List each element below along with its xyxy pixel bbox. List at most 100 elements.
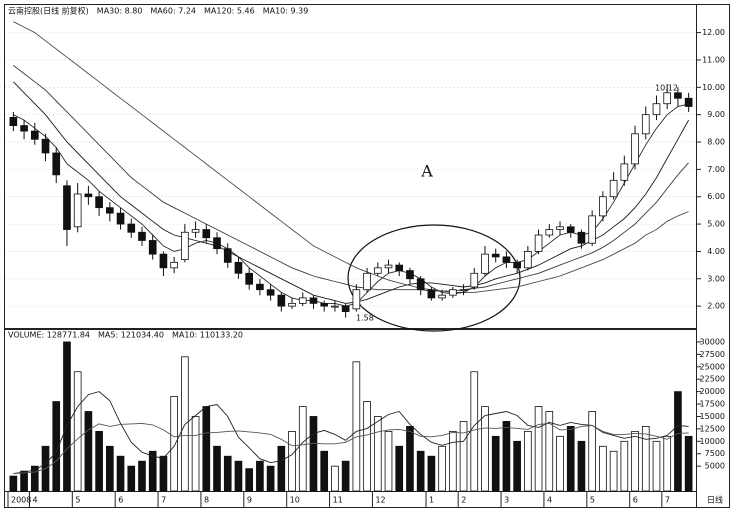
y-tick-label: 7.00	[707, 165, 725, 174]
volume-bar	[641, 426, 650, 492]
candle-body	[9, 117, 18, 127]
volume-bar	[159, 455, 168, 492]
volume-bar	[481, 406, 489, 492]
x-tick-label: 8	[204, 496, 209, 505]
candle-body	[448, 289, 457, 296]
x-tick-label: 3	[504, 496, 509, 505]
ma-line	[13, 103, 689, 307]
annotation-a: A	[420, 162, 433, 181]
ma-line	[13, 81, 689, 304]
candle-body	[320, 302, 329, 307]
y-tick-label: 11.00	[702, 55, 725, 64]
ma-line	[13, 391, 689, 475]
volume-bar	[363, 401, 371, 492]
candle-body	[116, 212, 125, 225]
volume-bar	[309, 416, 318, 492]
candle-body	[406, 270, 414, 280]
x-tick-label: 4	[547, 496, 552, 505]
candle-body	[674, 92, 682, 99]
volume-bar	[352, 361, 361, 492]
candle-body	[181, 231, 189, 261]
volume-bar	[534, 406, 543, 492]
candle-body	[95, 196, 103, 209]
candle-body	[513, 261, 521, 269]
x-end-label: 日线	[707, 495, 723, 505]
candle-body	[277, 294, 286, 307]
candle-body	[20, 125, 28, 132]
candle-body	[599, 196, 607, 217]
volume-bar	[406, 426, 414, 492]
volume-bar	[427, 455, 436, 492]
candle-body	[84, 193, 93, 198]
volume-bar	[245, 468, 254, 492]
price-header: 云南控股(日线 前复权) MA30: 8.80 MA60: 7.24 MA120: 5…	[8, 6, 308, 16]
volume-bar	[256, 460, 264, 492]
x-tick-label: 7	[161, 496, 166, 505]
volume-bar	[213, 445, 221, 492]
volume-bar	[684, 435, 693, 492]
candle-body	[234, 261, 243, 274]
volume-bar	[395, 445, 404, 492]
candle-body	[105, 207, 114, 214]
legend-entry: MA10: 9.39	[263, 7, 309, 16]
candle-body	[245, 272, 254, 285]
volume-bar	[202, 406, 211, 492]
volume-bar	[84, 411, 93, 492]
ma-line	[13, 422, 689, 475]
x-tick-label: 5	[590, 496, 595, 505]
right-axis	[696, 4, 730, 508]
volume-bar	[620, 440, 629, 492]
candle-body	[41, 138, 50, 154]
y-tick-label: 12.00	[702, 28, 725, 37]
volume-bar	[373, 416, 382, 492]
volume-bar	[588, 411, 597, 492]
volume-bar	[448, 430, 457, 492]
volume-bar	[148, 450, 157, 492]
ma-line	[13, 65, 689, 292]
volume-bar	[105, 445, 114, 492]
legend-entry: VOLUME: 128771.84	[8, 331, 90, 340]
x-tick-label: 6	[118, 496, 123, 505]
volume-bar	[566, 426, 575, 492]
volume-bar	[170, 396, 178, 492]
volume-bar	[513, 440, 521, 492]
candle-body	[545, 229, 554, 236]
x-tick-label: 6	[633, 496, 638, 505]
volume-bar	[223, 455, 232, 492]
candle-body	[63, 185, 71, 230]
volume-bar	[234, 460, 243, 492]
candle-body	[266, 289, 275, 296]
candle-body	[470, 272, 479, 288]
volume-bar	[116, 455, 125, 492]
candle-body	[288, 302, 296, 307]
candle-body	[502, 256, 511, 263]
candle-body	[159, 253, 168, 269]
volume-bar	[599, 445, 607, 492]
candle-body	[170, 261, 178, 269]
legend-entry: MA30: 8.80	[97, 7, 143, 16]
candle-body	[298, 297, 307, 304]
volume-bar	[609, 450, 618, 492]
y-tick-label: 30000	[700, 337, 725, 346]
candle-body	[481, 253, 489, 274]
volume-bar	[95, 430, 103, 492]
candle-body	[524, 251, 532, 269]
volume-bar	[470, 371, 479, 492]
candle-body	[341, 305, 350, 312]
candle-body	[202, 229, 211, 239]
candle-body	[331, 305, 339, 308]
y-tick-label: 8.00	[707, 138, 725, 147]
y-tick-label: 12500	[700, 424, 725, 433]
volume-bar	[52, 401, 61, 492]
volume-bar	[631, 430, 639, 492]
x-tick-label: 2	[461, 496, 466, 505]
volume-bar	[341, 460, 350, 492]
y-tick-label: 7500	[705, 449, 725, 458]
y-tick-label: 5000	[705, 462, 725, 471]
volume-bar	[30, 465, 39, 492]
volume-bar	[298, 406, 307, 492]
legend-entry: MA5: 121034.40	[98, 331, 164, 340]
y-tick-label: 6.00	[707, 192, 725, 201]
x-tick-label: 2008	[11, 496, 31, 505]
volume-bar	[491, 435, 500, 492]
